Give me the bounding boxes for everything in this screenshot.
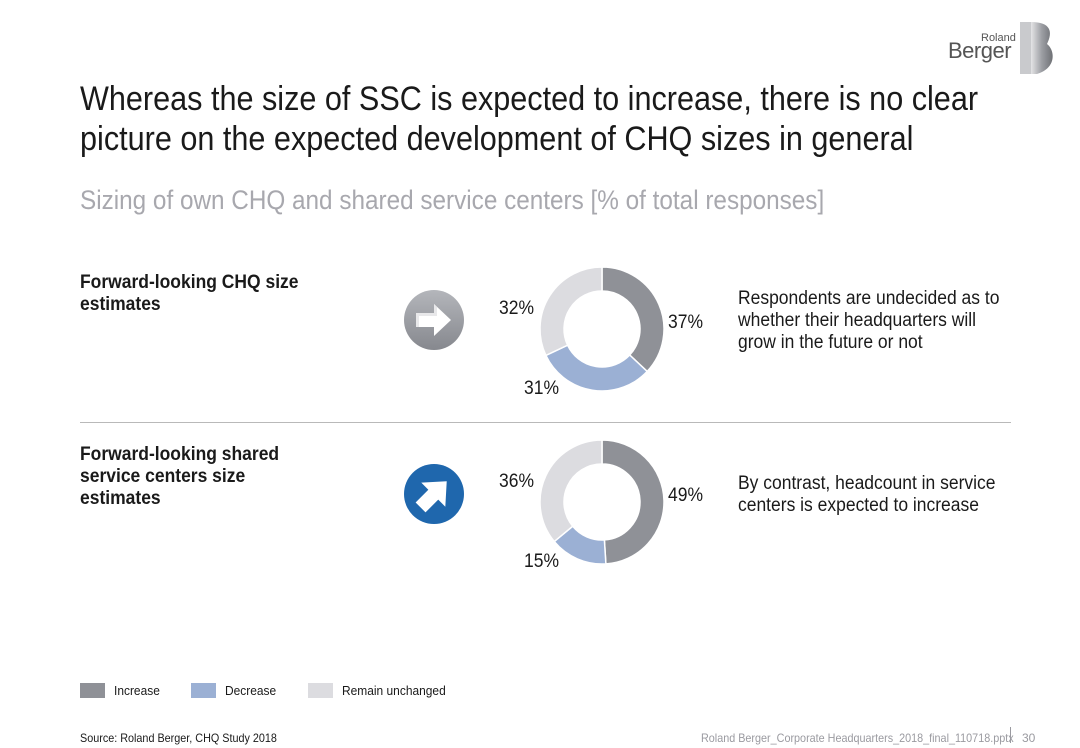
legend-item-remain-unchanged: Remain unchanged xyxy=(307,683,455,698)
donut-slice-remain-unchanged xyxy=(539,439,603,543)
row-label-line: Forward-looking CHQ size xyxy=(80,272,299,293)
row-description-chq: Respondents are undecided as to whether … xyxy=(738,288,999,354)
legend-swatch-remain-unchanged xyxy=(307,683,333,698)
data-label-decrease: 31% xyxy=(524,378,559,399)
row-label-line: Forward-looking shared xyxy=(80,444,280,465)
page-title: Whereas the size of SSC is expected to i… xyxy=(80,79,979,159)
row-label-ssc: Forward-looking shared service centers s… xyxy=(80,444,279,510)
description-line: centers is expected to increase xyxy=(738,495,979,516)
donut-chart-chq xyxy=(539,266,665,392)
legend-item-decrease: Decrease xyxy=(190,683,281,698)
donut-slice-increase xyxy=(601,266,665,373)
footer-filename: Roland Berger_Corporate Headquarters_201… xyxy=(701,731,1014,745)
title-line-1: Whereas the size of SSC is expected to i… xyxy=(80,80,979,118)
title-line-2: picture on the expected development of C… xyxy=(80,120,914,158)
data-label-decrease: 15% xyxy=(524,551,559,572)
row-label-line: estimates xyxy=(80,488,161,509)
arrow-up-right-icon xyxy=(404,464,464,524)
description-line: grow in the future or not xyxy=(738,332,923,353)
chart-legend: Increase Decrease Remain unchanged xyxy=(80,683,481,698)
data-label-increase: 37% xyxy=(668,312,703,333)
row-label-chq: Forward-looking CHQ size estimates xyxy=(80,272,299,316)
logo-roland-text: Roland xyxy=(981,32,1016,44)
legend-label: Increase xyxy=(114,683,160,698)
row-label-line: service centers size xyxy=(80,466,246,487)
roland-berger-logo-icon xyxy=(1020,22,1053,74)
legend-swatch-increase xyxy=(80,683,105,698)
data-label-remain-unchanged: 32% xyxy=(499,298,534,319)
data-label-increase: 49% xyxy=(668,485,703,506)
data-label-remain-unchanged: 36% xyxy=(499,471,534,492)
donut-chart-ssc xyxy=(539,439,665,565)
legend-label: Remain unchanged xyxy=(341,683,446,698)
row-description-ssc: By contrast, headcount in service center… xyxy=(738,473,995,517)
description-line: whether their headquarters will xyxy=(738,310,977,331)
row-label-line: estimates xyxy=(80,294,161,315)
page-subtitle: Sizing of own CHQ and shared service cen… xyxy=(80,185,825,215)
row-divider xyxy=(80,422,1011,423)
legend-swatch-decrease xyxy=(190,683,216,698)
arrow-right-icon xyxy=(404,290,464,350)
description-line: By contrast, headcount in service xyxy=(738,473,996,494)
donut-slice-increase xyxy=(601,439,665,565)
description-line: Respondents are undecided as to xyxy=(738,288,1000,309)
legend-label: Decrease xyxy=(224,683,277,698)
footer-separator xyxy=(1010,727,1011,743)
source-note: Source: Roland Berger, CHQ Study 2018 xyxy=(80,731,277,745)
legend-item-increase: Increase xyxy=(80,683,164,698)
logo-berger-text: Berger xyxy=(948,38,1012,63)
donut-slice-remain-unchanged xyxy=(539,266,603,357)
page-number: 30 xyxy=(1022,731,1036,745)
